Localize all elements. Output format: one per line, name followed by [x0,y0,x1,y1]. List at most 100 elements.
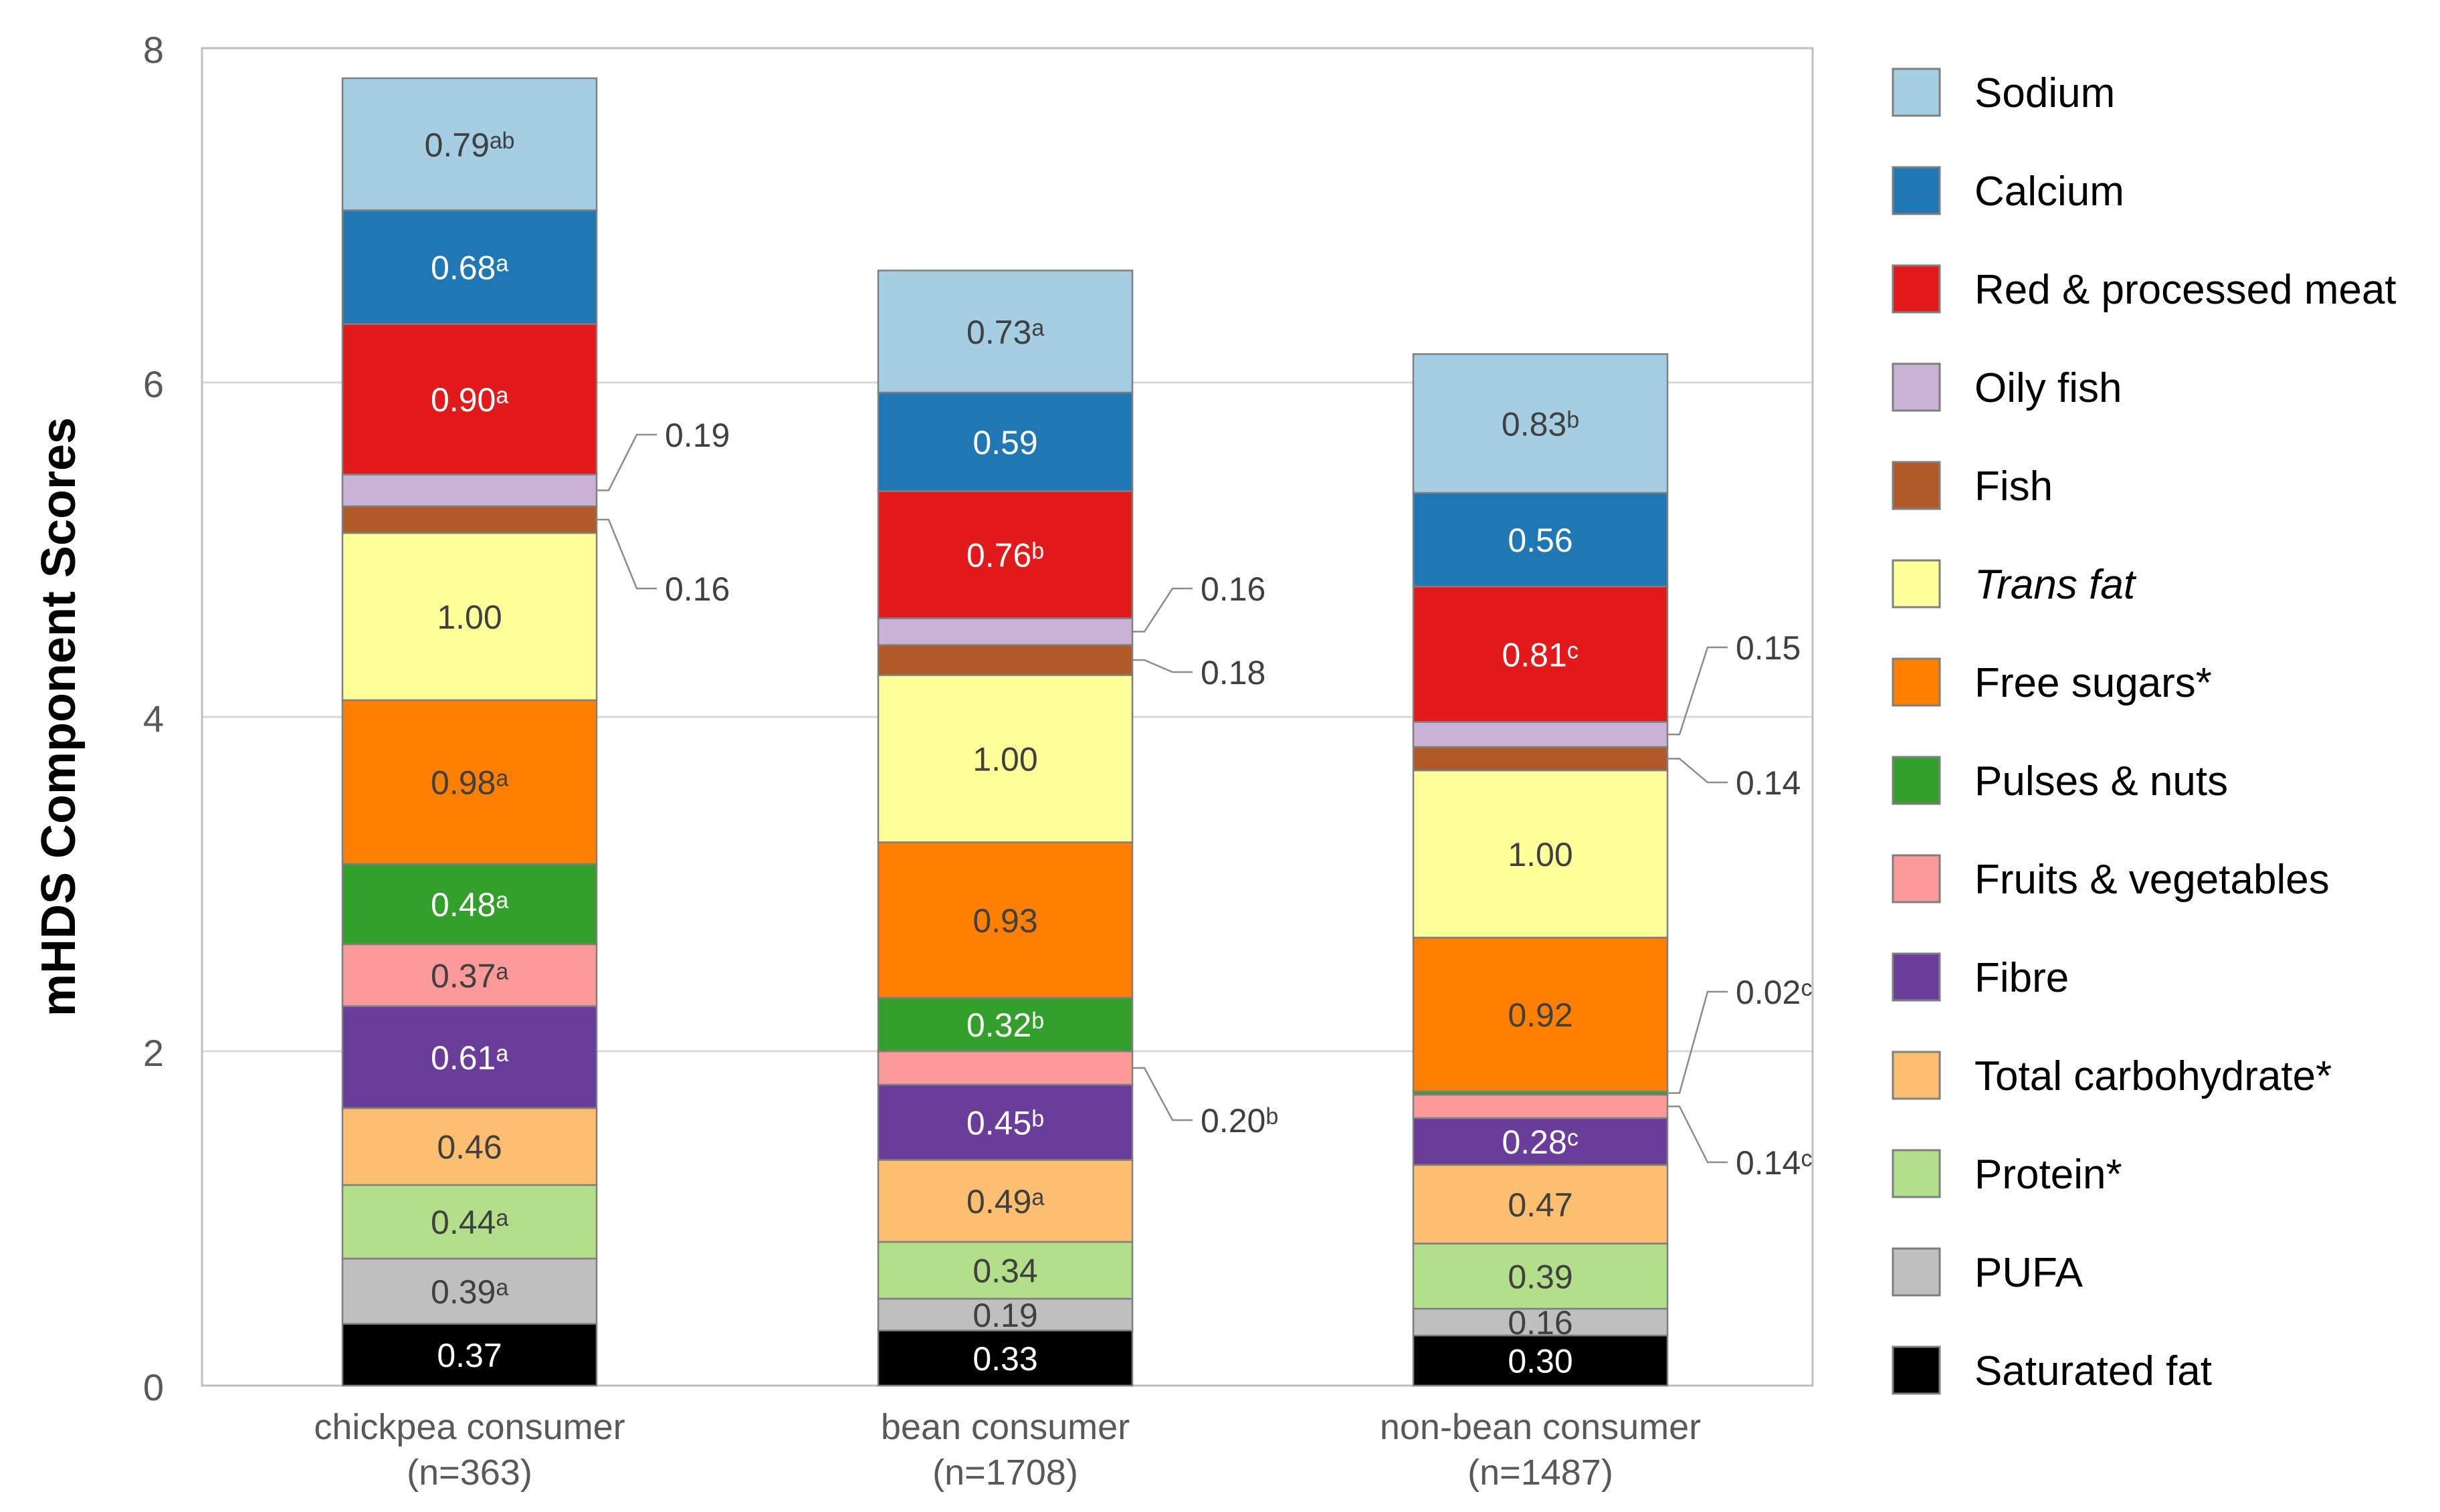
data-label-pulses-nuts: 0.02ᶜ [1736,974,1813,1011]
leader-line-pulses-nuts [1667,990,1728,1094]
legend-label-red-processed-meat: Red & processed meat [1974,267,2397,313]
x-category-n: (n=1708) [932,1452,1078,1493]
bar-segment-oily-fish [1412,721,1669,748]
data-label-red-processed-meat: 0.90ᵃ [431,381,508,419]
bar-segment-protein [877,1240,1134,1300]
data-label-protein: 0.34 [973,1253,1037,1290]
x-category-label: non-bean consumer [1380,1407,1701,1447]
bar-segment-fibre [1412,1117,1669,1166]
data-label-calcium: 0.59 [973,424,1037,461]
bar-segment-protein [1412,1243,1669,1310]
legend-label-fruits-vegetables: Fruits & vegetables [1974,857,2330,903]
data-label-pulses-nuts: 0.32ᵇ [967,1006,1044,1044]
data-label-sodium: 0.83ᵇ [1502,405,1579,443]
y-tick-label: 8 [143,29,164,71]
data-label-protein: 0.39 [1508,1258,1572,1295]
data-label-red-processed-meat: 0.81ᶜ [1502,636,1579,673]
bar-segment-calcium [1412,492,1669,588]
data-label-sodium: 0.79ᵃᵇ [425,126,515,164]
data-label-free-sugars: 0.98ᵃ [431,764,508,802]
data-label-total-carbohydrate: 0.49ᵃ [967,1183,1044,1220]
leader-line-oily-fish [1132,587,1193,633]
data-label-free-sugars: 0.92 [1508,996,1572,1034]
x-category-label: bean consumer [881,1407,1130,1447]
bar-segment-free-sugars [877,841,1134,999]
data-label-free-sugars: 0.93 [973,902,1037,940]
bar-segment-red-processed-meat [341,323,598,475]
bar-segment-total-carbohydrate [1412,1164,1669,1245]
bar-segment-pulses-nuts [341,863,598,946]
bar-segment-free-sugars [1412,936,1669,1093]
bar-segment-red-processed-meat [1412,585,1669,723]
legend-swatch-total-carbohydrate [1892,1051,1941,1100]
legend-label-fibre: Fibre [1974,955,2069,1001]
legend-label-pulses-nuts: Pulses & nuts [1974,758,2228,804]
legend-label-sodium: Sodium [1974,70,2115,116]
leader-line-fruits-vegetables [1667,1105,1728,1164]
leader-line-fruits-vegetables [1132,1067,1193,1121]
data-label-red-processed-meat: 0.76ᵇ [967,537,1044,574]
bar-segment-saturated-fat [1412,1334,1669,1387]
legend-label-oily-fish: Oily fish [1974,365,2122,411]
legend-swatch-pufa [1892,1247,1941,1297]
legend-label-pufa: PUFA [1974,1250,2083,1296]
data-label-pufa: 0.39ᵃ [431,1273,508,1311]
bar-segment-sodium [341,77,598,211]
legend-swatch-pulses-nuts [1892,756,1941,805]
legend-swatch-sodium [1892,68,1941,117]
bar-segment-fruits-vegetables [341,943,598,1007]
bar-segment-fruits-vegetables [877,1050,1134,1086]
legend-label-fish: Fish [1974,463,2053,510]
bar-segment-fish [341,505,598,534]
bar-segment-fish [877,644,1134,676]
data-label-fibre: 0.45ᵇ [967,1104,1044,1142]
bar-segment-pulses-nuts [877,996,1134,1053]
legend-swatch-saturated-fat [1892,1345,1941,1395]
data-label-saturated-fat: 0.37 [437,1337,502,1374]
bar-segment-trans-fat [341,532,598,701]
data-label-fibre: 0.28ᶜ [1502,1123,1579,1161]
legend-swatch-protein [1892,1149,1941,1198]
data-label-fibre: 0.61ᵃ [431,1039,508,1077]
data-label-protein: 0.44ᵃ [431,1204,508,1241]
legend-label-total-carbohydrate: Total carbohydrate* [1974,1053,2332,1099]
bar-segment-fruits-vegetables [1412,1093,1669,1119]
data-label-oily-fish: 0.15 [1736,629,1801,667]
bar-segment-total-carbohydrate [341,1107,598,1186]
legend-label-trans-fat: Trans fat [1974,562,2137,608]
bar-segment-fibre [877,1083,1134,1161]
legend-swatch-oily-fish [1892,362,1941,412]
legend-label-protein: Protein* [1974,1152,2122,1198]
y-axis-title: mHDS Component Scores [32,417,86,1016]
legend-swatch-calcium [1892,166,1941,215]
x-category-label: chickpea consumer [314,1407,625,1447]
data-label-trans-fat: 1.00 [1508,836,1572,873]
data-label-fruits-vegetables: 0.14ᶜ [1736,1144,1813,1182]
leader-line-oily-fish [1667,646,1728,736]
data-label-pulses-nuts: 0.48ᵃ [431,886,508,924]
data-label-calcium: 0.56 [1508,522,1572,559]
bar-segment-calcium [877,391,1134,492]
leader-line-fish [1667,758,1728,784]
legend-swatch-trans-fat [1892,559,1941,609]
legend-label-calcium: Calcium [1974,169,2124,215]
data-label-fish: 0.14 [1736,764,1801,802]
data-label-saturated-fat: 0.30 [1508,1343,1572,1380]
data-label-oily-fish: 0.19 [665,417,730,454]
legend-swatch-free-sugars [1892,657,1941,707]
bar-segment-trans-fat [1412,769,1669,939]
data-label-pufa: 0.19 [973,1297,1037,1334]
bar-segment-oily-fish [341,473,598,508]
leader-line-fish [1132,659,1193,673]
data-label-pufa: 0.16 [1508,1304,1572,1341]
data-label-trans-fat: 1.00 [437,599,502,636]
data-label-oily-fish: 0.16 [1201,570,1265,608]
bar-segment-fibre [341,1005,598,1109]
bar-segment-saturated-fat [341,1323,598,1387]
bar-segment-oily-fish [877,617,1134,646]
x-category-n: (n=363) [407,1452,532,1493]
y-tick-label: 2 [143,1032,164,1074]
legend-swatch-red-processed-meat [1892,264,1941,314]
bar-segment-free-sugars [341,699,598,865]
